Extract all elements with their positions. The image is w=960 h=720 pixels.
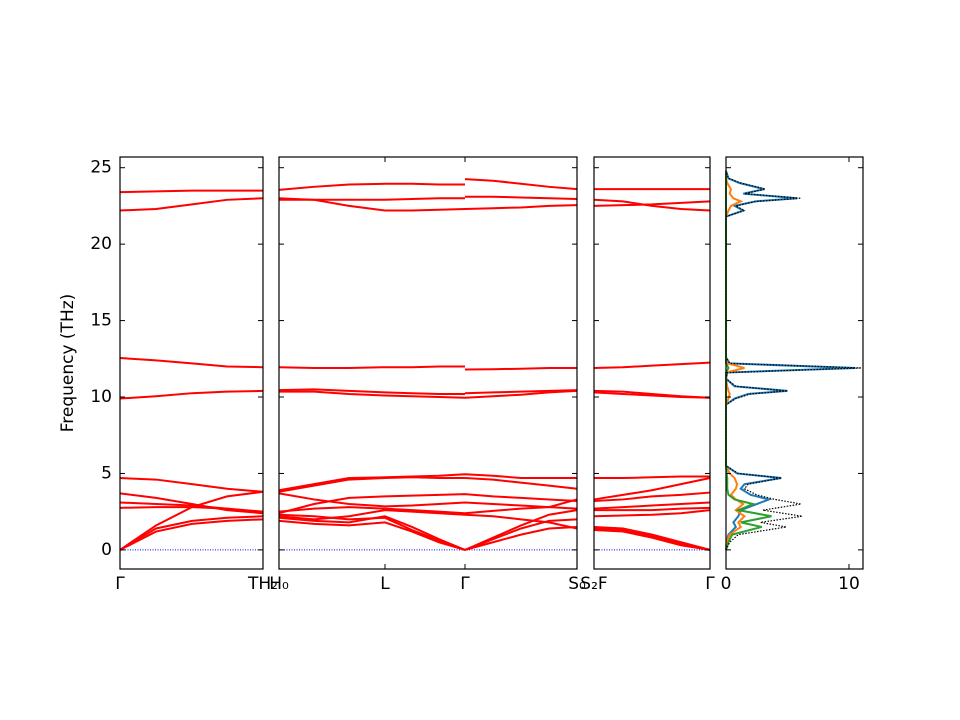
x-tick-label: Γ xyxy=(705,574,715,594)
band-line xyxy=(278,476,578,493)
x-tick-label: TH₂ xyxy=(247,574,278,594)
band-line xyxy=(593,527,711,551)
x-tick-label: S₂F xyxy=(580,574,607,594)
band-line xyxy=(593,198,711,212)
x-tick-label: 10 xyxy=(838,574,860,594)
band-line xyxy=(593,391,711,399)
band-line xyxy=(593,509,711,518)
dos-line xyxy=(725,170,746,550)
y-tick-label: 0 xyxy=(101,540,112,560)
band-line xyxy=(278,388,578,395)
band-line xyxy=(593,200,711,207)
band-line xyxy=(119,357,264,369)
band-line xyxy=(594,506,711,512)
x-tick-label: Γ xyxy=(460,574,470,594)
plot-frame xyxy=(278,156,578,570)
plot-frame xyxy=(119,156,264,570)
band-line xyxy=(119,515,264,551)
dos-line xyxy=(724,170,856,550)
band-line xyxy=(278,492,578,510)
band-line xyxy=(594,475,710,480)
x-tick-label: S₀ xyxy=(568,574,586,594)
x-tick-label: Γ xyxy=(115,574,125,594)
y-tick-label: 5 xyxy=(101,463,112,483)
band-line xyxy=(593,477,711,501)
y-tick-label: 10 xyxy=(90,387,112,407)
band-line xyxy=(278,493,578,515)
dos-line xyxy=(725,170,862,551)
band-line xyxy=(278,178,578,191)
x-tick-label: H₀ xyxy=(269,574,289,594)
band-line xyxy=(279,195,578,201)
y-tick-label: 15 xyxy=(90,311,112,331)
band-line xyxy=(119,189,263,194)
x-tick-label: L xyxy=(380,574,390,594)
band-line xyxy=(278,519,578,551)
x-tick-label: 0 xyxy=(721,574,732,594)
band-line xyxy=(593,501,711,510)
band-line xyxy=(593,529,711,551)
band-line xyxy=(119,490,264,551)
y-tick-label: 20 xyxy=(90,234,112,254)
band-line xyxy=(593,361,711,369)
band-line xyxy=(278,365,577,371)
y-axis-label: Frequency (THz) xyxy=(58,294,78,433)
plot-frame xyxy=(593,156,711,570)
band-line xyxy=(278,509,578,551)
band-line xyxy=(279,389,578,399)
band-line xyxy=(278,498,578,515)
band-line xyxy=(119,197,264,212)
y-tick-label: 25 xyxy=(90,158,112,178)
band-line xyxy=(278,509,578,530)
band-line xyxy=(119,492,264,515)
band-line xyxy=(119,518,264,551)
band-line xyxy=(119,477,264,493)
band-line xyxy=(593,491,711,502)
band-line xyxy=(278,473,577,492)
plot-frame xyxy=(725,156,864,570)
band-line xyxy=(278,515,578,551)
band-line xyxy=(119,389,264,400)
